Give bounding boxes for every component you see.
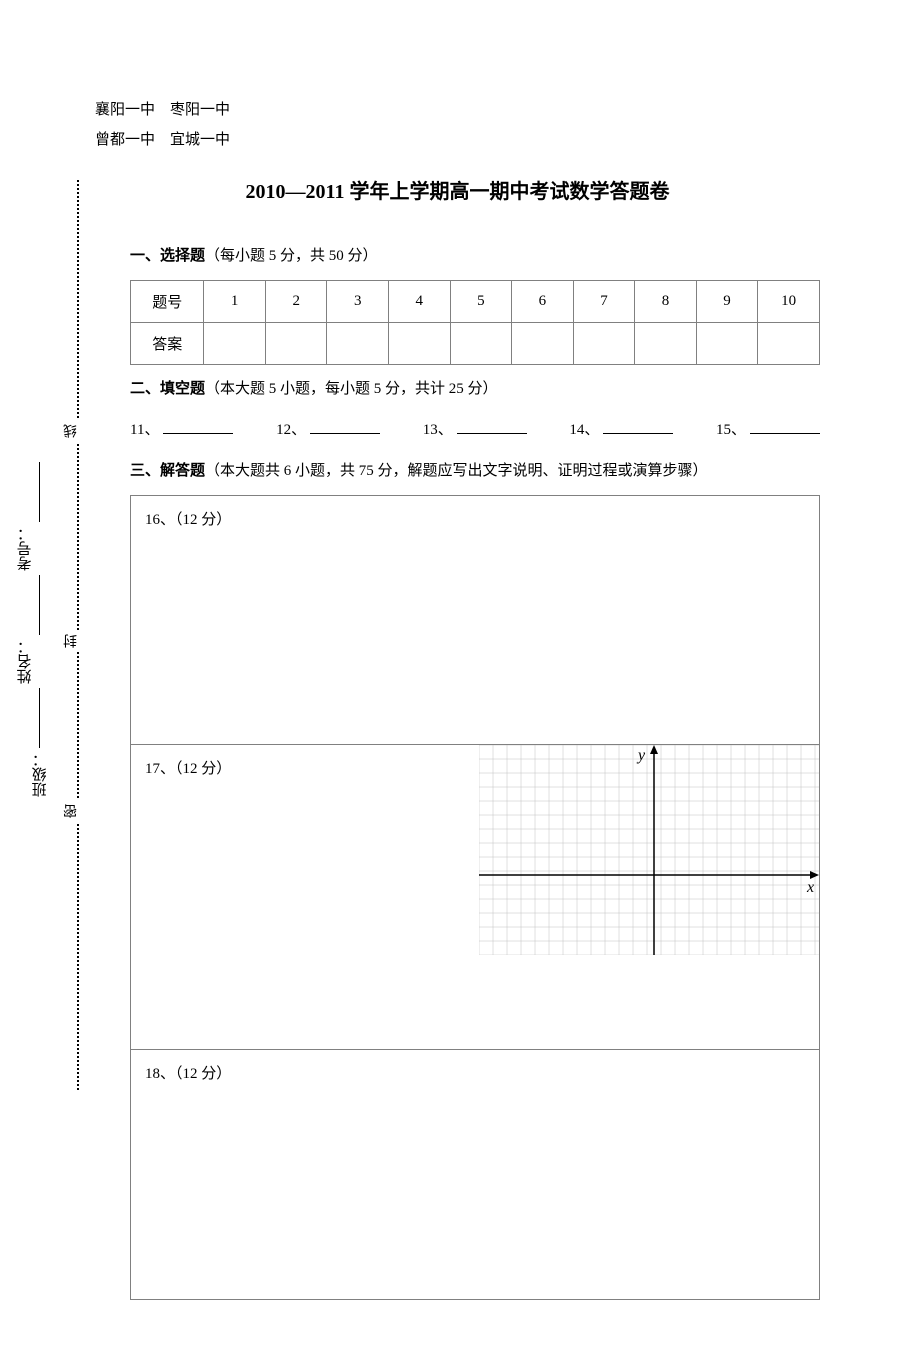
qnum-cell: 6 xyxy=(512,281,574,323)
section-solve-normal: （本大题共 6 小题，共 75 分，解题应写出文字说明、证明过程或演算步骤） xyxy=(205,463,708,479)
qnum-cell: 1 xyxy=(204,281,266,323)
question-number-header: 题号 xyxy=(131,281,204,323)
table-row: 题号 1 2 3 4 5 6 7 8 9 10 xyxy=(131,281,820,323)
fill-blank-13[interactable] xyxy=(457,433,527,434)
answer-box-17[interactable]: 17、（12 分） y x xyxy=(130,745,820,1050)
qnum-cell: 10 xyxy=(758,281,820,323)
section-fill-header: 二、填空题（本大题 5 小题，每小题 5 分，共计 25 分） xyxy=(130,377,820,398)
x-axis-label: x xyxy=(807,879,814,897)
qnum-cell: 7 xyxy=(573,281,635,323)
page-title: 2010—2011 学年上学期高一期中考试数学答题卷 xyxy=(95,175,820,204)
qnum-cell: 4 xyxy=(389,281,451,323)
q17-label: 17、（12 分） xyxy=(145,761,231,777)
qnum-cell: 3 xyxy=(327,281,389,323)
page-content: 襄阳一中 枣阳一中 曾都一中 宜城一中 2010—2011 学年上学期高一期中考… xyxy=(0,0,920,1350)
fill-item: 15、 xyxy=(716,418,820,439)
fill-item: 13、 xyxy=(423,418,527,439)
section-choice-bold: 一、选择题 xyxy=(130,248,205,264)
answer-cell[interactable] xyxy=(512,323,574,365)
fill-blanks-row: 11、 12、 13、 14、 15、 xyxy=(130,418,820,439)
fill-item: 11、 xyxy=(130,418,233,439)
section-fill-normal: （本大题 5 小题，每小题 5 分，共计 25 分） xyxy=(205,381,498,397)
answer-cell[interactable] xyxy=(265,323,327,365)
qnum-cell: 8 xyxy=(635,281,697,323)
section-choice-header: 一、选择题（每小题 5 分，共 50 分） xyxy=(130,244,820,265)
answer-cell[interactable] xyxy=(327,323,389,365)
y-axis-label: y xyxy=(638,747,645,765)
school-names: 襄阳一中 枣阳一中 曾都一中 宜城一中 xyxy=(95,95,820,155)
answer-cell[interactable] xyxy=(389,323,451,365)
fill-blank-12[interactable] xyxy=(310,433,380,434)
fill-item: 14、 xyxy=(569,418,673,439)
fill-item: 12、 xyxy=(276,418,380,439)
answer-cell[interactable] xyxy=(696,323,758,365)
fill-blank-14[interactable] xyxy=(603,433,673,434)
section-solve-bold: 三、解答题 xyxy=(130,463,205,479)
choice-table: 题号 1 2 3 4 5 6 7 8 9 10 答案 xyxy=(130,280,820,365)
schools-line2: 曾都一中 宜城一中 xyxy=(95,125,820,155)
answer-header: 答案 xyxy=(131,323,204,365)
fill-blank-15[interactable] xyxy=(750,433,820,434)
answer-box-18[interactable]: 18、（12 分） xyxy=(130,1050,820,1300)
section-fill-bold: 二、填空题 xyxy=(130,381,205,397)
qnum-cell: 2 xyxy=(265,281,327,323)
section-choice-normal: （每小题 5 分，共 50 分） xyxy=(205,248,378,264)
table-row: 答案 xyxy=(131,323,820,365)
q18-label: 18、（12 分） xyxy=(145,1066,231,1082)
schools-line1: 襄阳一中 枣阳一中 xyxy=(95,95,820,125)
answer-cell[interactable] xyxy=(758,323,820,365)
qnum-cell: 5 xyxy=(450,281,512,323)
answer-cell[interactable] xyxy=(635,323,697,365)
coordinate-grid: y x xyxy=(479,745,819,955)
q16-label: 16、（12 分） xyxy=(145,512,231,528)
answer-cell[interactable] xyxy=(450,323,512,365)
answer-cell[interactable] xyxy=(573,323,635,365)
answer-cell[interactable] xyxy=(204,323,266,365)
grid-svg xyxy=(479,745,819,955)
qnum-cell: 9 xyxy=(696,281,758,323)
section-solve-header: 三、解答题（本大题共 6 小题，共 75 分，解题应写出文字说明、证明过程或演算… xyxy=(130,459,820,480)
fill-blank-11[interactable] xyxy=(163,433,233,434)
answer-box-16[interactable]: 16、（12 分） xyxy=(130,495,820,745)
